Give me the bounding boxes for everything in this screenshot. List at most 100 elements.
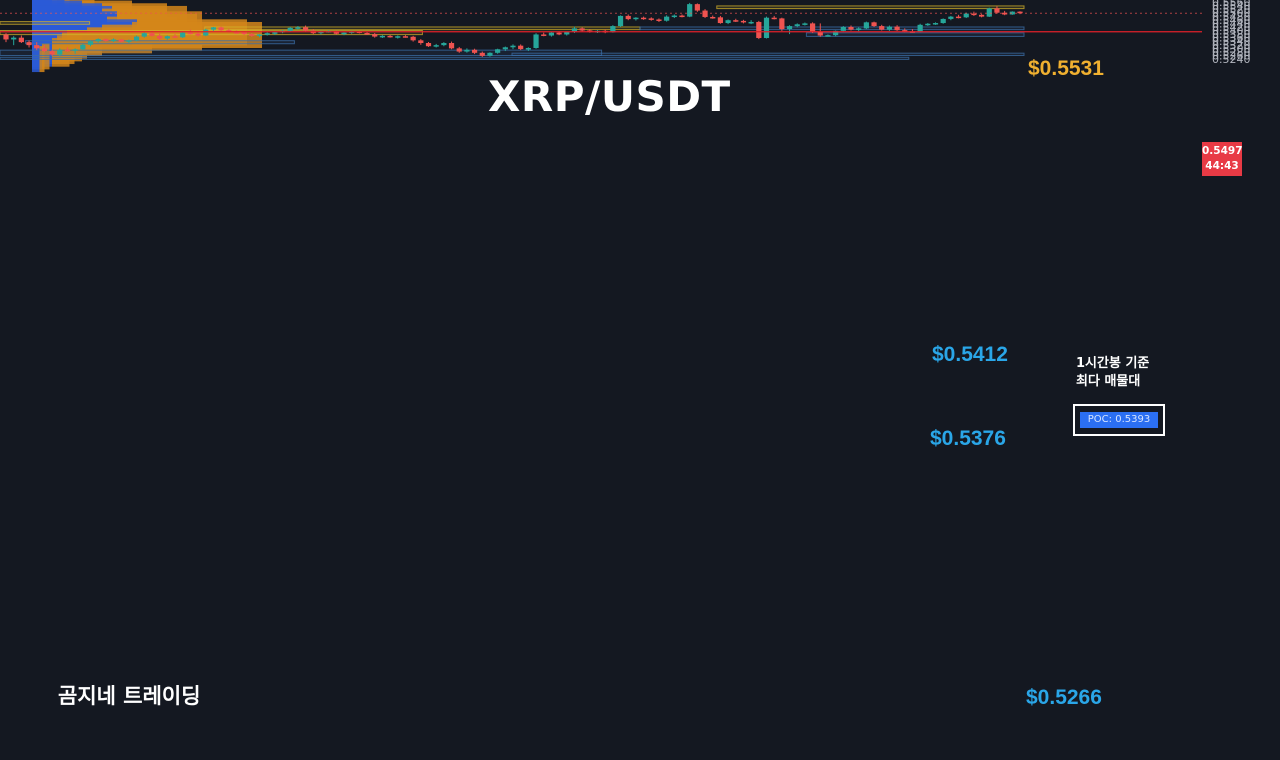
candle-down [233,31,240,34]
candle-down [103,39,109,41]
y-tick-label: 0.5280 [1212,46,1251,59]
candle-up [763,17,770,39]
candle-up [441,43,447,46]
candle-up [948,16,954,19]
candle-down [372,34,378,37]
candle-up [495,49,501,53]
candle-down [479,52,485,56]
poc-badge[interactable]: POC: 0.5393 [1073,404,1165,436]
candle-down [1017,11,1023,14]
price-axis[interactable]: 0.55600.55400.55200.55000.54800.54600.54… [1212,0,1251,66]
candle-up [133,36,140,41]
candle-down [249,34,255,36]
candle-up [80,44,86,50]
candle-down [187,32,193,35]
candle-up [525,48,531,50]
candle-up [664,16,670,21]
y-tick-label: 0.5500 [1212,7,1251,20]
candle-down [894,26,900,31]
vp-sell-bar [42,43,50,70]
candle-up [287,27,293,31]
candle-up [57,49,63,55]
support-zone [805,32,1025,37]
candle-down [34,45,40,49]
candle-down [733,20,739,22]
y-tick-label: 0.5420 [1212,21,1251,34]
support-zone [25,40,295,45]
candle-up [863,22,869,29]
candle-up [341,32,347,35]
poc-label: POC: 0.5393 [1080,412,1158,428]
candle-down [157,35,163,39]
candle-down [625,15,631,20]
candle-down [771,17,777,20]
candle-down [541,34,547,36]
y-tick-label: 0.5540 [1212,0,1251,13]
candle-up [72,49,78,51]
resistance-zone [716,5,1025,10]
candle-down [648,18,654,20]
y-tick-label: 0.5480 [1212,10,1251,23]
y-tick-label: 0.5360 [1212,32,1251,45]
support-zone [0,49,603,56]
resistance-zone [0,30,423,36]
mid-level-label: $0.5412 [932,343,1008,366]
candle-up [794,24,800,27]
candle-down [241,32,247,35]
candle-down [410,36,416,41]
candle-down [779,18,785,30]
y-tick-label: 0.5440 [1212,17,1251,30]
y-tick-label: 0.5240 [1212,53,1251,66]
support-zone [511,52,1025,56]
candle-down [756,21,762,39]
candle-up [126,40,132,42]
candle-down [978,14,985,17]
candle-down [710,16,716,19]
candle-down [448,43,455,49]
candle-down [64,49,71,52]
candle-up [786,26,793,30]
candle-up [687,4,693,17]
candle-up [833,30,839,36]
brand-watermark: 곰지네 트레이딩 [58,684,201,708]
candle-up [510,45,516,48]
candle-down [418,40,424,44]
candle-down [18,37,24,43]
candle-down [26,42,32,46]
candle-up [433,45,439,47]
candle-down [702,10,708,17]
low-level-label: $0.5266 [1026,686,1102,709]
candle-up [210,27,217,30]
candle-up [87,41,94,45]
candle-down [118,39,124,42]
candle-up [256,34,263,36]
candle-up [395,36,401,38]
candle-up [464,49,470,52]
candle-down [195,33,201,36]
y-tick-label: 0.5340 [1212,35,1251,48]
candle-down [149,33,155,36]
candle-down [471,49,478,53]
candle-down [694,4,700,11]
candle-up [1009,11,1015,15]
poc-note-line2: 최다 매물대 [1076,374,1141,389]
candle-down [556,32,562,35]
candle-up [617,15,624,27]
candle-up [11,37,17,40]
candle-up [748,21,754,24]
candle-up [725,20,731,24]
candle-down [579,28,585,31]
candle-down [364,33,370,35]
candle-down [871,22,877,27]
volume-profile [32,0,262,73]
y-tick-label: 0.5320 [1212,39,1251,52]
candle-up [925,23,931,26]
candle-up [610,26,616,33]
candle-up [917,24,923,32]
y-tick-label: 0.5300 [1212,42,1251,55]
candle-up [671,15,677,18]
last-price-tag: 0.5497 44:43 [1202,142,1243,176]
candle-down [41,48,48,52]
candle-up [379,35,386,38]
